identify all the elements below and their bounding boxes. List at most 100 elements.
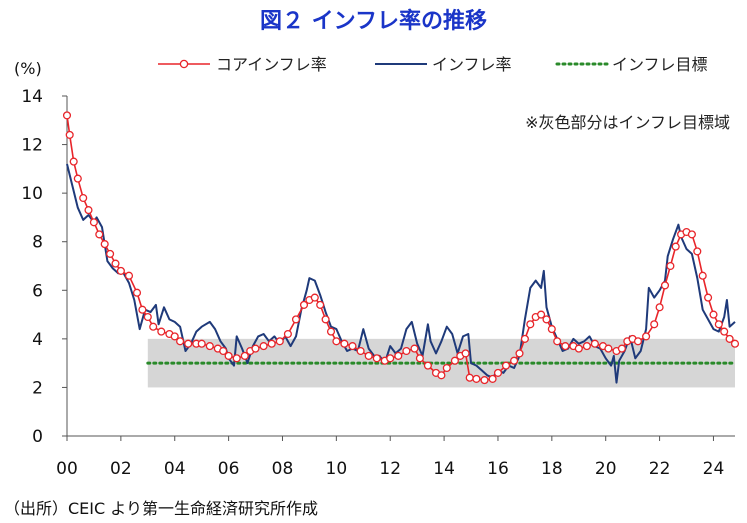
chart-title: 図２ インフレ率の推移 [260, 9, 487, 34]
core-inflation-point [79, 193, 88, 203]
core-inflation-point [95, 230, 104, 239]
core-inflation-point [73, 174, 82, 183]
core-inflation-point [582, 342, 591, 351]
y-axis-unit-label: (%) [14, 59, 42, 78]
core-inflation-point [62, 111, 72, 120]
x-tick-label: 02 [110, 459, 132, 479]
core-inflation-point [356, 346, 365, 356]
core-inflation-point [283, 329, 292, 339]
core-inflation-point [655, 303, 664, 312]
core-inflation-point [704, 293, 713, 302]
core-inflation-point [116, 266, 125, 275]
core-inflation-point [714, 320, 723, 329]
core-inflation-point [316, 300, 325, 309]
target-band-note: ※灰色部分はインフレ目標域 [525, 113, 730, 132]
series-layer [62, 111, 740, 385]
legend: コアインフレ率 インフレ率 インフレ目標 [158, 55, 708, 74]
core-inflation-point [510, 356, 519, 365]
x-tick-label: 24 [703, 459, 725, 479]
core-inflation-point [69, 157, 78, 166]
core-inflation-point [149, 322, 158, 331]
core-inflation-point [84, 206, 93, 215]
x-tick-label: 18 [541, 459, 563, 479]
core-inflation-point [232, 354, 241, 363]
core-inflation-point [410, 344, 419, 353]
core-inflation-point [698, 271, 707, 280]
x-tick-label: 16 [487, 459, 509, 479]
x-tick-label: 08 [272, 459, 294, 479]
core-inflation-point [642, 332, 651, 341]
core-inflation-point [89, 218, 98, 227]
core-inflation-point [205, 342, 214, 351]
core-inflation-point [617, 344, 626, 353]
core-inflation-point [501, 361, 511, 370]
core-inflation-point [730, 339, 740, 348]
core-inflation-point [224, 351, 233, 360]
core-inflation-point [310, 293, 319, 302]
core-inflation-point [574, 344, 583, 353]
core-inflation-point [480, 376, 489, 385]
y-tick-label: 12 [21, 136, 43, 156]
core-inflation-point [553, 337, 562, 346]
core-inflation-point [219, 346, 228, 356]
core-inflation-point [660, 281, 670, 290]
x-tick-label: 00 [56, 459, 78, 479]
core-inflation-point [493, 368, 503, 377]
core-inflation-point [520, 334, 529, 343]
core-inflation-point [394, 351, 403, 360]
core-inflation-point [267, 339, 276, 348]
core-inflation-point [386, 354, 395, 363]
core-inflation-point [442, 363, 451, 373]
legend-label: インフレ目標 [612, 55, 708, 74]
core-inflation-point [251, 344, 260, 353]
core-inflation-point [725, 334, 734, 343]
legend-label: コアインフレ率 [216, 55, 327, 74]
core-inflation-point [106, 249, 115, 258]
core-inflation-point [465, 373, 474, 382]
core-inflation-point [100, 240, 109, 249]
core-inflation-point [340, 339, 349, 348]
core-inflation-point [170, 332, 179, 341]
core-inflation-point [157, 327, 166, 336]
core-inflation-point [299, 300, 309, 309]
core-inflation-point [184, 339, 193, 348]
core-inflation-point [687, 230, 696, 239]
core-inflation-point [450, 356, 459, 365]
core-inflation-point [526, 320, 535, 329]
core-inflation-point [364, 351, 373, 360]
core-inflation-point [124, 271, 134, 280]
y-tick-label: 8 [32, 233, 43, 253]
core-inflation-point [372, 354, 381, 363]
legend-swatch-core-marker [179, 59, 189, 69]
core-inflation-point [143, 312, 152, 322]
core-inflation-point [259, 342, 268, 351]
y-tick-label: 14 [21, 87, 43, 107]
y-tick-label: 10 [21, 184, 43, 204]
x-tick-label: 12 [379, 459, 401, 479]
core-inflation-point [132, 288, 142, 297]
core-inflation-point [332, 337, 341, 346]
core-inflation-point [488, 374, 497, 383]
x-tick-label: 14 [433, 459, 455, 479]
core-inflation-point [348, 342, 357, 351]
core-inflation-point [604, 344, 613, 353]
core-inflation-point [240, 351, 249, 360]
core-inflation-point [291, 315, 301, 324]
x-tick-label: 20 [595, 459, 617, 479]
core-inflation-point [547, 325, 556, 334]
core-inflation-point [415, 354, 424, 363]
core-inflation-point [542, 315, 551, 324]
core-inflation-point [720, 327, 729, 336]
legend-label: インフレ率 [432, 55, 512, 74]
core-inflation-point [633, 337, 643, 346]
core-inflation-point [326, 327, 336, 336]
y-tick-label: 0 [32, 427, 43, 447]
core-inflation-point [650, 320, 659, 329]
x-tick-label: 04 [164, 459, 186, 479]
core-inflation-point [537, 310, 546, 319]
y-tick-label: 2 [32, 378, 43, 398]
core-inflation-point [709, 310, 718, 319]
y-tick-label: 6 [32, 281, 43, 301]
core-inflation-point [321, 315, 330, 324]
